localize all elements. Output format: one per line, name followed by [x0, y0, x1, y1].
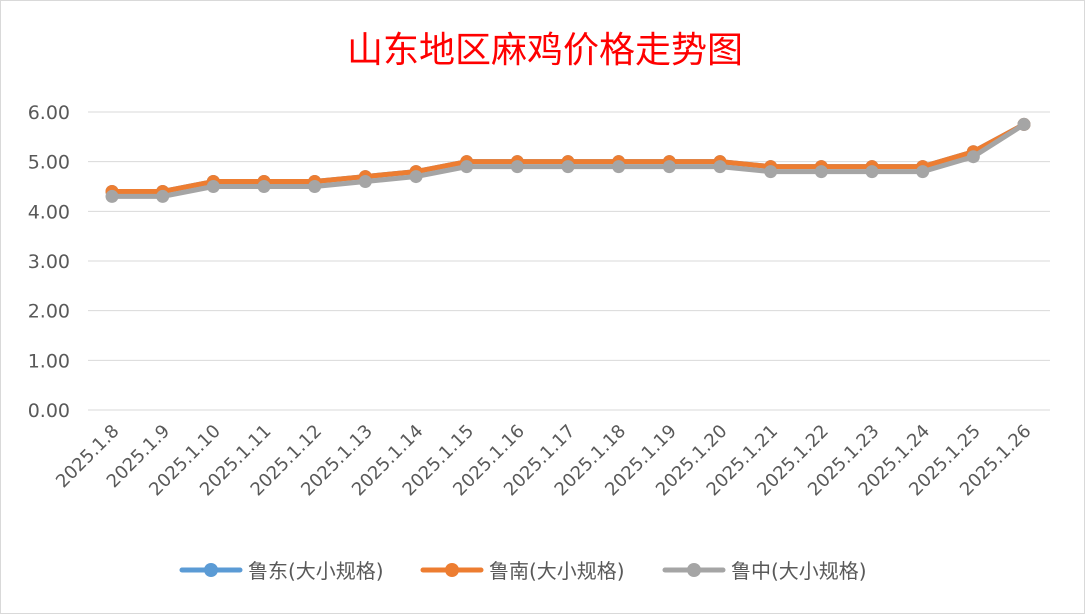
legend-item: 鲁东(大小规格) [179, 559, 384, 583]
data-point [713, 160, 727, 174]
data-point [1017, 117, 1031, 131]
data-point [156, 189, 170, 203]
legend-swatch-marker [204, 563, 218, 577]
chart-title: 山东地区麻鸡价格走势图 [347, 30, 743, 71]
y-tick-label: 1.00 [28, 350, 70, 372]
y-tick-label: 2.00 [28, 301, 70, 323]
data-point [561, 160, 575, 174]
legend-label: 鲁中(大小规格) [731, 559, 867, 583]
y-tick-label: 3.00 [28, 251, 70, 273]
series-group [105, 117, 1031, 203]
data-point [612, 160, 626, 174]
data-point [814, 165, 828, 179]
data-point [358, 175, 372, 189]
data-point [460, 160, 474, 174]
legend-swatch-marker [445, 563, 459, 577]
data-point [257, 180, 271, 193]
data-point [409, 170, 423, 184]
data-point [662, 160, 676, 174]
legend: 鲁东(大小规格) 鲁南(大小规格) 鲁中(大小规格) [179, 559, 867, 583]
y-axis-ticks: 0.00 1.00 2.00 3.00 4.00 5.00 6.00 [28, 102, 70, 422]
series-lines [105, 117, 1031, 203]
y-tick-label: 6.00 [28, 102, 70, 124]
legend-label: 鲁东(大小规格) [248, 559, 384, 583]
legend-label: 鲁南(大小规格) [489, 559, 625, 583]
data-point [966, 150, 980, 164]
y-tick-label: 4.00 [28, 201, 70, 223]
legend-item: 鲁中(大小规格) [662, 559, 867, 583]
data-point [206, 180, 220, 193]
legend-swatch-marker [687, 563, 701, 577]
data-point [105, 189, 119, 203]
y-tick-label: 0.00 [28, 400, 70, 422]
data-point [764, 165, 778, 179]
data-point [916, 165, 930, 179]
data-point [865, 165, 879, 179]
data-point [510, 160, 524, 174]
data-point [308, 180, 322, 193]
legend-item: 鲁南(大小规格) [420, 559, 625, 583]
y-tick-label: 5.00 [28, 152, 70, 174]
